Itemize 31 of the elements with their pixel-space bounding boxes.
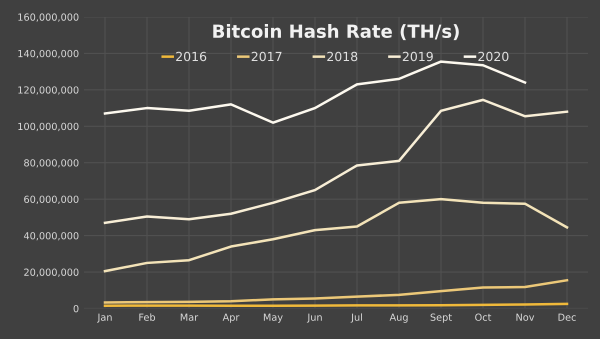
x-tick-label: Feb xyxy=(139,313,156,321)
y-tick-label: 60,000,000 xyxy=(24,196,78,204)
x-tick-label: Jan xyxy=(97,314,112,323)
y-tick-label: 40,000,000 xyxy=(24,232,78,240)
x-tick-label: Jun xyxy=(306,314,322,323)
y-tick-label: 0 xyxy=(74,304,78,312)
x-tick-label: Nov xyxy=(516,314,534,321)
y-tick-label: 120,000,000 xyxy=(18,86,78,95)
x-tick-label: Jul xyxy=(350,313,362,323)
x-tick-label: Dec xyxy=(558,314,576,321)
x-tick-label: Sept xyxy=(430,314,452,323)
line-series xyxy=(104,278,568,304)
x-tick-label: Mar xyxy=(180,314,198,321)
line-series xyxy=(104,60,526,124)
y-tick-label: 80,000,000 xyxy=(24,159,78,168)
y-tick-label: 20,000,000 xyxy=(24,268,78,277)
y-tick-label: 100,000,000 xyxy=(18,122,78,132)
x-tick-label: Oct xyxy=(475,314,492,321)
y-tick-label: 160,000,000 xyxy=(18,13,78,22)
x-tick-label: May xyxy=(264,314,283,323)
legend-label: 2016 xyxy=(176,52,206,62)
x-tick-label: Apr xyxy=(222,314,240,323)
y-tick-label: 140,000,000 xyxy=(18,50,78,58)
chart-title: Bitcoin Hash Rate (TH/s) xyxy=(213,24,459,40)
legend-label: 2018 xyxy=(327,52,358,62)
legend-label: 2017 xyxy=(252,52,282,62)
line-series xyxy=(104,98,568,224)
legend-label: 2020 xyxy=(478,52,508,62)
legend-label: 2019 xyxy=(402,52,433,62)
x-tick-label: Aug xyxy=(390,314,408,323)
line-series xyxy=(104,198,568,272)
